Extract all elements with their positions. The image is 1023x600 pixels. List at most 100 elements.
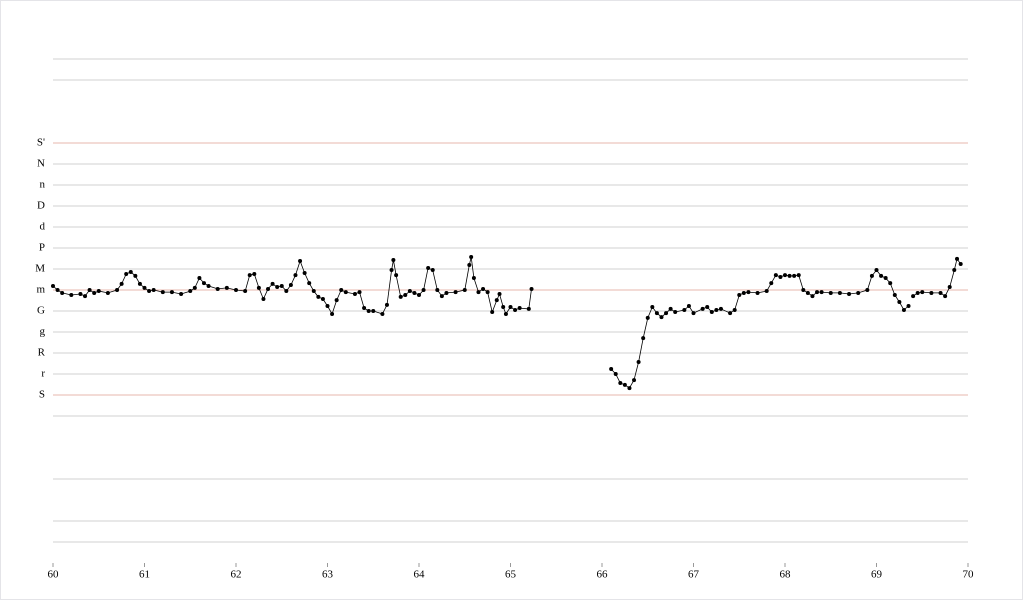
pitch-point [737,293,742,298]
pitch-point [115,288,120,292]
pitch-point [869,273,874,278]
pitch-point [664,311,669,316]
pitch-point [783,273,787,278]
pitch-point [874,268,879,273]
pitch-point [334,298,339,303]
pitch-point [714,307,719,312]
pitch-point [476,290,481,295]
pitch-point [915,290,920,295]
pitch-point [879,273,884,278]
pitch-point [746,290,751,295]
pitch-point [316,294,321,299]
pitch-point [627,386,632,391]
pitch-point [284,289,289,294]
x-tick-label: 66 [597,569,609,581]
pitch-point [906,303,911,308]
pitch-point [503,311,508,316]
pitch-point [380,311,385,316]
pitch-point [55,288,60,292]
pitch-point [938,290,943,295]
pitch-point [892,293,897,298]
pitch-point [673,310,678,315]
pitch-point [391,257,396,262]
pitch-point [266,286,271,291]
x-tick-label: 61 [139,569,150,581]
pitch-point [128,269,133,274]
pitch-point [142,285,147,290]
x-tick-label: 64 [414,569,426,581]
pitch-point [320,297,325,302]
pitch-point [958,261,963,266]
pitch-point [659,315,664,320]
pitch-point [471,276,476,281]
pitch-point [243,289,248,294]
pitch-point [366,309,371,313]
pitch-point [96,289,101,294]
y-tick-label: r [41,368,45,380]
pitch-point [497,291,502,296]
pitch-point [755,290,760,295]
pitch-point [943,294,948,299]
pitch-point [201,281,206,286]
pitch-point [897,299,902,304]
pitch-point [778,274,783,279]
pitch-point [773,273,778,278]
pitch-point [796,273,801,278]
pitch-point [888,281,893,286]
pitch-point [847,291,852,296]
pitch-point [426,265,431,270]
x-tick-label: 67 [688,569,700,581]
pitch-point [275,285,280,290]
pitch-point [819,290,824,295]
pitch-point [87,288,92,292]
pitch-point [169,290,174,295]
pitch-point [252,272,257,277]
pitch-point [247,273,252,278]
x-tick-label: 65 [505,569,517,581]
pitch-point [955,256,960,261]
pitch-point [421,288,426,292]
pitch-point [526,306,531,311]
pitch-point [508,305,513,310]
pitch-point [728,311,733,316]
pitch-point [439,294,444,299]
y-tick-label: G [37,305,45,317]
pitch-point [51,284,55,289]
pitch-point [188,289,193,294]
y-tick-label: M [35,263,45,275]
y-tick-label: S' [37,137,45,149]
pitch-point [494,298,499,303]
y-tick-label: m [36,284,45,296]
pitch-point [467,263,472,268]
pitch-point [389,268,394,273]
y-tick-label: g [40,326,46,338]
pitch-point [83,294,88,299]
x-tick-label: 68 [780,569,792,581]
y-tick-label: d [40,221,46,233]
pitch-point [682,307,687,312]
pitch-point [513,307,518,312]
pitch-point [529,286,534,291]
pitch-point [769,281,774,286]
pitch-point [929,290,934,295]
pitch-point [311,289,316,294]
pitch-point [279,284,284,289]
pitch-point [732,307,737,312]
pitch-point [741,290,746,295]
pitch-point [206,284,211,289]
pitch-point [691,311,696,316]
pitch-point [481,286,486,291]
pitch-point [792,273,797,278]
pitch-point [837,290,842,295]
pitch-point [371,309,376,313]
x-tick-label: 69 [871,569,883,581]
pitch-point [119,281,124,286]
pitch-point [417,293,421,298]
pitch-point [352,291,357,296]
y-tick-label: n [40,179,46,191]
pitch-point [330,311,335,316]
y-tick-label: N [37,158,45,170]
pitch-point [151,288,156,292]
